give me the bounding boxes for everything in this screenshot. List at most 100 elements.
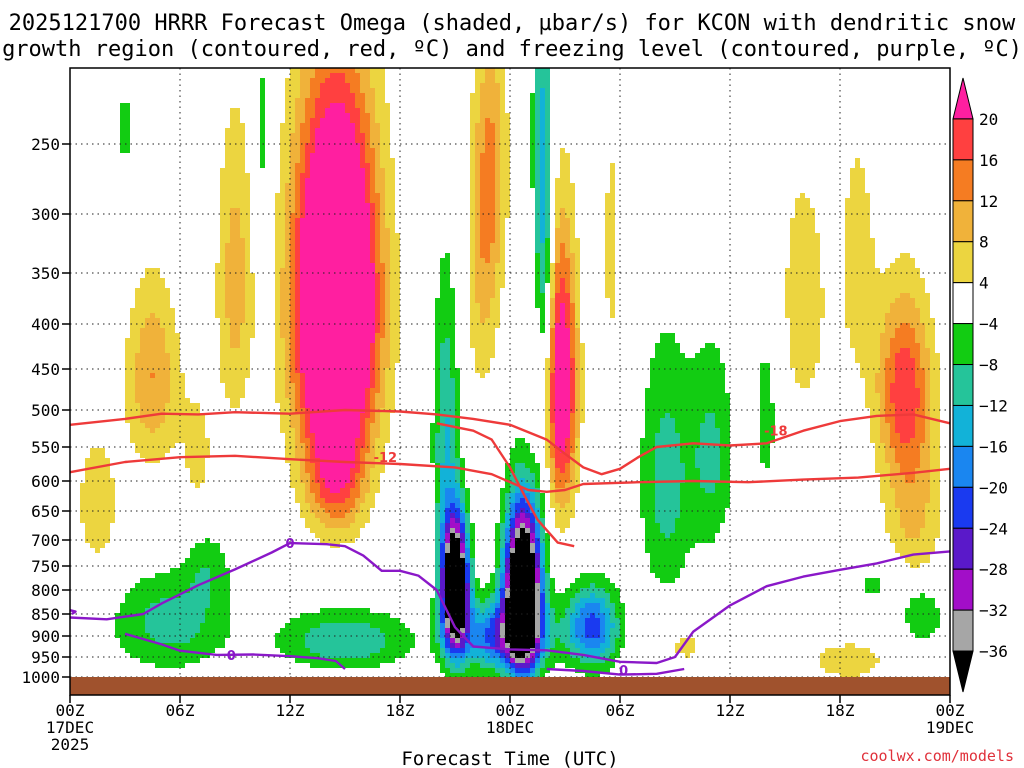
omega-cell bbox=[445, 498, 460, 503]
omega-cell bbox=[555, 263, 570, 268]
omega-cell bbox=[430, 613, 435, 618]
omega-cell bbox=[180, 593, 210, 598]
omega-cell bbox=[155, 573, 195, 578]
omega-cell bbox=[275, 338, 285, 343]
omega-cell bbox=[300, 338, 375, 343]
omega-cell bbox=[820, 658, 880, 663]
omega-cell bbox=[275, 343, 285, 348]
omega-cell bbox=[290, 403, 295, 408]
omega-cell bbox=[500, 618, 505, 623]
omega-cell bbox=[470, 98, 480, 103]
omega-cell bbox=[380, 243, 390, 248]
omega-cell bbox=[680, 483, 700, 488]
omega-cell bbox=[460, 468, 465, 473]
omega-cell bbox=[370, 203, 375, 208]
omega-cell bbox=[295, 498, 305, 503]
omega-cell bbox=[440, 273, 450, 278]
omega-cell bbox=[435, 418, 440, 423]
omega-cell bbox=[845, 213, 870, 218]
omega-cell bbox=[300, 233, 370, 238]
omega-cell bbox=[545, 618, 550, 623]
omega-cell bbox=[430, 643, 440, 648]
colorbar-label: −20 bbox=[979, 478, 1008, 497]
omega-cell bbox=[720, 438, 730, 443]
omega-cell bbox=[885, 448, 895, 453]
omega-cell bbox=[220, 193, 250, 198]
omega-cell bbox=[510, 668, 515, 673]
omega-cell bbox=[350, 473, 355, 478]
y-tick-label: 650 bbox=[31, 502, 60, 521]
omega-cell bbox=[845, 298, 895, 303]
omega-cell bbox=[500, 143, 510, 148]
omega-cell bbox=[550, 333, 555, 338]
omega-cell bbox=[295, 283, 300, 288]
omega-cell bbox=[475, 188, 480, 193]
omega-cell bbox=[220, 213, 230, 218]
omega-cell bbox=[930, 448, 940, 453]
omega-cell bbox=[305, 98, 315, 103]
omega-cell bbox=[530, 98, 535, 103]
omega-cell bbox=[490, 578, 495, 583]
omega-cell bbox=[315, 68, 355, 73]
omega-cell bbox=[440, 563, 445, 568]
omega-cell bbox=[555, 233, 570, 238]
omega-cell bbox=[575, 358, 580, 363]
omega-cell bbox=[450, 638, 455, 643]
omega-cell bbox=[645, 533, 665, 538]
omega-cell bbox=[195, 573, 210, 578]
omega-cell bbox=[495, 228, 500, 233]
omega-cell bbox=[450, 533, 455, 538]
omega-cell bbox=[225, 263, 245, 268]
omega-cell bbox=[675, 518, 725, 523]
omega-cell bbox=[580, 343, 585, 348]
omega-cell bbox=[500, 563, 505, 568]
omega-cell bbox=[295, 328, 300, 333]
omega-cell bbox=[500, 538, 505, 543]
omega-cell bbox=[470, 163, 475, 168]
omega-cell bbox=[435, 303, 455, 308]
omega-cell bbox=[450, 368, 460, 373]
omega-cell bbox=[580, 353, 585, 358]
omega-cell bbox=[535, 293, 545, 298]
omega-cell bbox=[505, 573, 510, 578]
omega-cell bbox=[545, 88, 550, 93]
omega-cell bbox=[500, 193, 510, 198]
omega-cell bbox=[530, 133, 535, 138]
omega-cell bbox=[925, 368, 930, 373]
omega-cell bbox=[500, 673, 510, 678]
omega-cell bbox=[450, 523, 460, 528]
omega-cell bbox=[880, 428, 890, 433]
omega-cell bbox=[300, 333, 375, 338]
omega-cell bbox=[570, 238, 580, 243]
omega-cell bbox=[565, 468, 570, 473]
omega-cell bbox=[845, 273, 920, 278]
omega-cell bbox=[465, 563, 470, 568]
omega-cell bbox=[540, 253, 545, 258]
omega-cell bbox=[485, 648, 495, 653]
omega-cell bbox=[470, 248, 475, 253]
omega-cell bbox=[570, 248, 580, 253]
omega-cell bbox=[290, 178, 295, 183]
colorbar-swatch bbox=[952, 323, 974, 366]
omega-cell bbox=[890, 423, 895, 428]
y-tick-label: 800 bbox=[31, 581, 60, 600]
omega-cell bbox=[570, 338, 575, 343]
omega-cell bbox=[900, 438, 910, 443]
omega-cell bbox=[555, 318, 560, 323]
omega-cell bbox=[540, 88, 545, 93]
omega-cell bbox=[535, 673, 540, 678]
omega-cell bbox=[435, 433, 445, 438]
omega-cell bbox=[530, 658, 535, 663]
omega-cell bbox=[280, 133, 290, 138]
omega-cell bbox=[380, 368, 385, 373]
omega-cell bbox=[505, 588, 510, 593]
omega-cell bbox=[230, 113, 240, 118]
omega-cell bbox=[470, 238, 475, 243]
omega-cell bbox=[495, 178, 500, 183]
omega-cell bbox=[435, 568, 440, 573]
omega-cell bbox=[495, 263, 505, 268]
omega-cell bbox=[545, 583, 550, 588]
omega-cell bbox=[565, 438, 570, 443]
omega-cell bbox=[305, 158, 310, 163]
freezing-level-contours: 000 bbox=[69, 537, 951, 679]
